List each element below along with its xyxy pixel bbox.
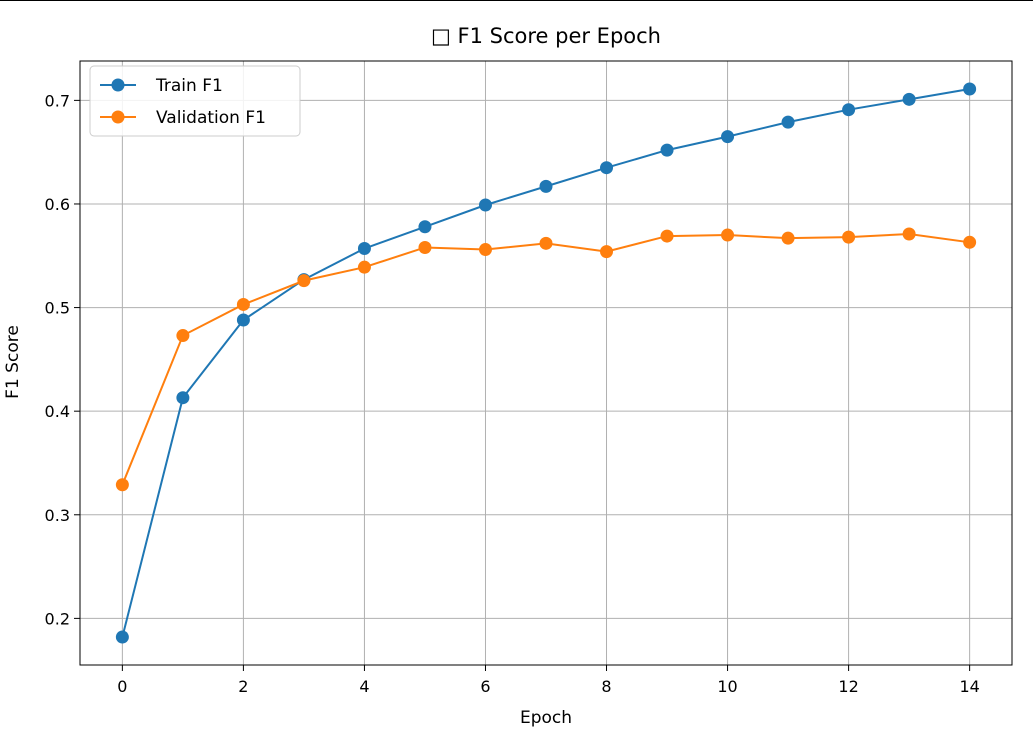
chart-title: □ F1 Score per Epoch: [431, 24, 661, 48]
legend-label-validation-f1: Validation F1: [156, 108, 266, 128]
x-tick-label: 2: [238, 677, 248, 696]
data-point-train-f1: [902, 92, 916, 106]
data-point-train-f1: [478, 198, 492, 212]
data-point-validation-f1: [357, 260, 371, 274]
top-border: [0, 0, 1033, 1]
data-point-train-f1: [357, 242, 371, 256]
legend-box: [89, 65, 301, 137]
legend-marker-validation-f1: [111, 110, 125, 124]
y-tick-label: 0.7: [45, 91, 70, 110]
x-tick-label: 0: [117, 677, 127, 696]
axis-ticks: 0 2 4 6 8 10 12 14 0.2 0.3 0.4 0.5 0.6 0.7: [45, 91, 980, 696]
data-point-train-f1: [660, 143, 674, 157]
data-point-validation-f1: [721, 228, 735, 242]
data-point-validation-f1: [781, 231, 795, 245]
series-line-validation-f1: [121, 233, 970, 486]
data-point-validation-f1: [902, 227, 916, 241]
data-point-validation-f1: [478, 243, 492, 257]
series-layer: [115, 82, 977, 644]
data-point-train-f1: [963, 82, 977, 96]
data-point-validation-f1: [176, 329, 190, 343]
data-point-validation-f1: [660, 229, 674, 243]
data-point-train-f1: [115, 630, 129, 644]
x-tick-label: 14: [959, 677, 979, 696]
data-point-validation-f1: [297, 274, 311, 288]
data-point-validation-f1: [115, 478, 129, 492]
data-point-train-f1: [418, 220, 432, 234]
x-tick-label: 8: [601, 677, 611, 696]
data-point-validation-f1: [539, 236, 553, 250]
data-point-train-f1: [600, 161, 614, 175]
y-tick-label: 0.3: [45, 506, 70, 525]
series-line-train-f1: [121, 87, 970, 638]
y-tick-label: 0.4: [45, 402, 70, 421]
x-tick-label: 12: [838, 677, 858, 696]
legend-marker-train-f1: [111, 78, 125, 92]
data-point-validation-f1: [418, 240, 432, 254]
data-point-train-f1: [842, 103, 856, 117]
data-point-train-f1: [721, 130, 735, 144]
data-point-train-f1: [781, 115, 795, 129]
legend-label-train-f1: Train F1: [155, 76, 223, 96]
data-point-train-f1: [539, 179, 553, 193]
grid-lines: [80, 61, 1012, 665]
series-validation-f1: [115, 227, 977, 492]
data-point-validation-f1: [600, 245, 614, 259]
data-point-validation-f1: [236, 297, 250, 311]
y-tick-label: 0.2: [45, 609, 70, 628]
y-tick-label: 0.6: [45, 195, 70, 214]
x-tick-label: 6: [480, 677, 490, 696]
data-point-validation-f1: [842, 230, 856, 244]
legend: Train F1 Validation F1: [89, 65, 301, 137]
series-train-f1: [115, 82, 977, 644]
data-point-train-f1: [236, 313, 250, 327]
data-point-validation-f1: [963, 235, 977, 249]
plot-frame: [79, 60, 1013, 666]
x-axis-label: Epoch: [520, 708, 572, 728]
x-tick-label: 4: [359, 677, 369, 696]
data-point-train-f1: [176, 391, 190, 405]
y-axis-label: F1 Score: [3, 325, 23, 399]
x-tick-label: 10: [717, 677, 737, 696]
y-tick-label: 0.5: [45, 299, 70, 318]
